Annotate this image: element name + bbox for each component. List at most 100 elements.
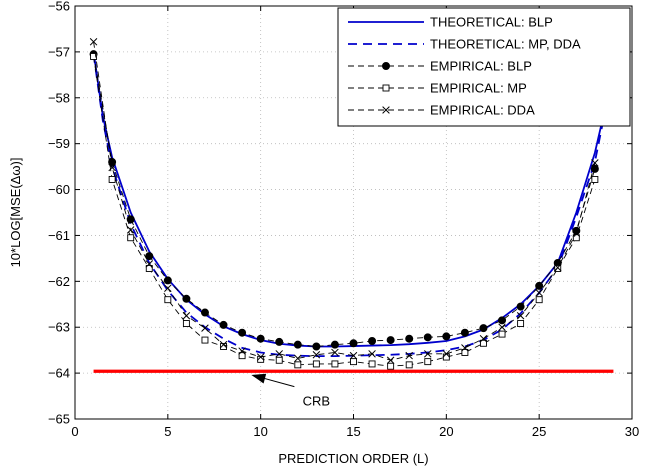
data-point [330, 340, 339, 349]
x-marker-stroke [535, 289, 543, 297]
data-point [127, 234, 135, 242]
data-point [219, 320, 228, 329]
legend-entry: THEORETICAL: BLP [348, 15, 553, 30]
legend-label: EMPIRICAL: BLP [430, 59, 532, 74]
y-tick-label: −56 [48, 0, 70, 14]
data-point [498, 330, 506, 338]
data-point [331, 360, 339, 368]
data-point [256, 334, 265, 343]
data-point [553, 263, 562, 272]
data-point [479, 334, 488, 343]
x-marker-stroke [479, 334, 488, 343]
x-marker-stroke [386, 356, 395, 365]
x-tick-label: 10 [253, 424, 267, 439]
x-marker-stroke [275, 350, 283, 358]
y-axis-title: 10*LOG[MSE(Δω)] [8, 158, 23, 268]
data-point [182, 320, 190, 328]
x-marker-stroke [498, 323, 506, 331]
data-point [423, 333, 432, 342]
y-tick-label: −64 [48, 366, 70, 381]
series-line-theoretical-mp-dda [92, 54, 604, 358]
data-point [201, 336, 209, 344]
x-marker-stroke [294, 354, 302, 363]
data-point [126, 226, 135, 234]
y-tick-label: −58 [48, 90, 70, 105]
data-point [517, 320, 525, 328]
series-line-empirical-mp [93, 56, 596, 367]
data-point [591, 159, 599, 167]
data-point [405, 334, 414, 343]
data-point [201, 324, 209, 332]
x-tick-label: 25 [532, 424, 546, 439]
data-point [349, 339, 358, 348]
data-point [572, 229, 581, 237]
data-point [535, 296, 543, 304]
x-marker-stroke [442, 350, 451, 358]
data-point [312, 351, 321, 359]
data-point [331, 348, 339, 357]
legend-label: EMPIRICAL: MP [430, 81, 527, 96]
data-point [386, 336, 395, 345]
y-tick-label: −57 [48, 44, 70, 59]
x-axis-title: PREDICTION ORDER (L) [278, 451, 428, 466]
annotation-arrowhead [251, 373, 267, 384]
data-point [460, 328, 469, 337]
data-point [368, 350, 376, 358]
y-tick-label: −62 [48, 274, 70, 289]
data-point [275, 337, 284, 346]
annotation-text: CRB [303, 394, 330, 409]
data-point [164, 296, 172, 304]
series-line-empirical-blp [93, 54, 596, 347]
data-point [442, 350, 451, 358]
data-point [275, 350, 283, 358]
y-tick-label: −60 [48, 182, 70, 197]
x-marker-stroke [405, 351, 413, 360]
data-point [163, 276, 172, 285]
x-marker-stroke [89, 38, 98, 46]
series-line-theoretical-blp [92, 51, 604, 348]
data-point [535, 289, 543, 297]
data-point [145, 265, 153, 272]
data-point [572, 234, 580, 242]
x-tick-label: 30 [625, 424, 639, 439]
x-marker-stroke [424, 350, 432, 358]
data-point [591, 176, 599, 183]
data-point [442, 353, 450, 361]
data-point [386, 356, 395, 365]
data-point [480, 339, 487, 347]
series-theoretical-mp-dda [92, 54, 604, 358]
x-marker-stroke [591, 159, 599, 167]
data-point [275, 356, 283, 364]
data-point [461, 349, 469, 356]
series-empirical-blp [89, 50, 599, 351]
data-point [387, 362, 395, 370]
ticks: 0 5 10 15 20 25 30 −65 −64 −63 −62 −61 −60 −59 −58 −57 −… [48, 0, 639, 439]
data-point [108, 163, 116, 172]
x-marker-stroke [201, 324, 209, 332]
legend-entry: EMPIRICAL: MP [348, 81, 527, 96]
legend-swatch-marker [382, 84, 390, 92]
data-point [238, 328, 247, 337]
data-point [349, 351, 358, 360]
x-tick-label: 15 [346, 424, 360, 439]
x-marker-stroke [108, 163, 116, 172]
data-point [200, 308, 209, 317]
x-tick-label: 5 [164, 424, 171, 439]
data-point [108, 176, 116, 183]
x-marker-stroke [145, 260, 154, 268]
data-point [350, 358, 357, 366]
data-point [256, 353, 265, 361]
series-line-empirical-dda [93, 41, 596, 361]
legend-swatch-marker [382, 106, 390, 114]
data-point [516, 302, 525, 311]
x-marker-stroke [312, 351, 321, 359]
data-point [368, 336, 377, 345]
x-marker-stroke [256, 353, 265, 361]
data-point [293, 340, 302, 349]
annotation-layer: CRB [251, 373, 330, 409]
legend-entry: EMPIRICAL: BLP [348, 59, 532, 74]
legend-swatch-marker [381, 62, 390, 71]
data-point [461, 344, 469, 352]
data-point [182, 294, 191, 303]
